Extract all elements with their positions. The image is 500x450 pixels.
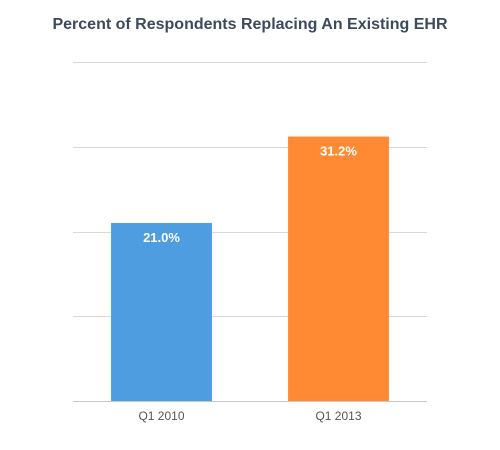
bar [288, 136, 389, 401]
bars [111, 136, 389, 401]
bar [111, 223, 212, 401]
chart-title: Percent of Respondents Replacing An Exis… [52, 16, 447, 33]
x-tick-label: Q1 2013 [315, 409, 361, 423]
data-labels: 21.0% 31.2% [143, 144, 357, 245]
data-label: 21.0% [143, 230, 180, 245]
data-label: 31.2% [320, 144, 357, 159]
x-axis-tick-labels: Q1 2010 Q1 2013 [138, 409, 361, 423]
x-tick-label: Q1 2010 [138, 409, 184, 423]
